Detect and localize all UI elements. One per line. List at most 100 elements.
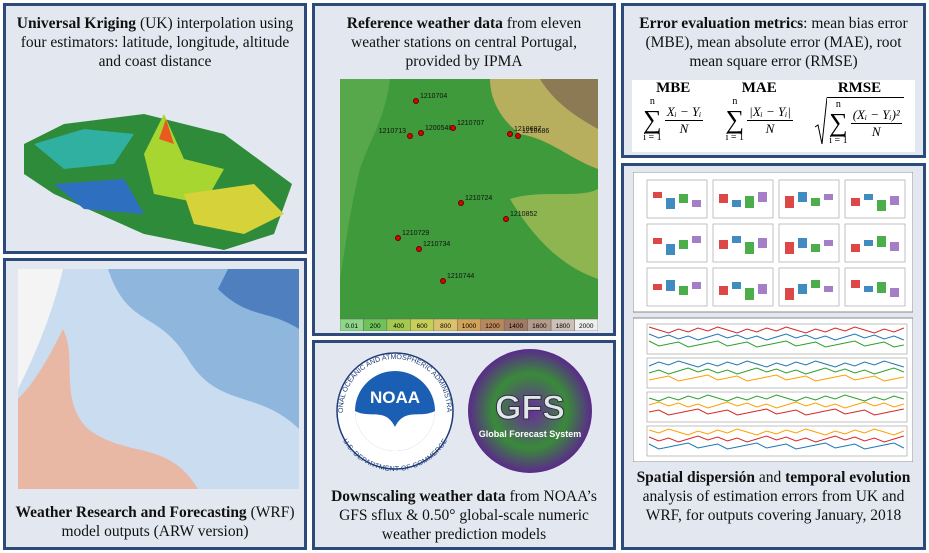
series-line bbox=[648, 435, 904, 443]
box bbox=[864, 286, 873, 292]
numerator: Xᵢ − Yᵢ bbox=[664, 103, 704, 121]
box bbox=[811, 280, 820, 288]
box bbox=[824, 240, 833, 246]
surface-top bbox=[159, 119, 174, 144]
box bbox=[679, 286, 688, 295]
caption: Universal Kriging (UK) interpolation usi… bbox=[14, 14, 296, 71]
caption-text: : mean bias error (MBE), mean absolute e… bbox=[645, 15, 908, 70]
box bbox=[877, 282, 886, 293]
surface-patch bbox=[34, 129, 134, 169]
box bbox=[798, 238, 807, 248]
root: n ∑ i = 1 (Xᵢ − Yᵢ)² N bbox=[815, 97, 904, 146]
box bbox=[798, 284, 807, 294]
sum: n ∑ i = 1 bbox=[726, 97, 745, 143]
series-line bbox=[648, 326, 904, 334]
sum-upper: n bbox=[732, 96, 738, 107]
station-dot bbox=[395, 235, 401, 241]
legend-label: 2000 bbox=[579, 323, 594, 330]
numerator: |Xᵢ − Yᵢ| bbox=[747, 103, 793, 121]
series-line bbox=[648, 394, 904, 402]
box bbox=[732, 282, 741, 289]
sum-lower: i = 1 bbox=[725, 132, 745, 143]
box bbox=[890, 242, 899, 251]
caption-bold: Reference weather data bbox=[346, 15, 503, 32]
series-line bbox=[648, 401, 904, 409]
caption-bold: Universal Kriging bbox=[16, 15, 137, 32]
station-label: 1210713 bbox=[379, 128, 406, 135]
subplot bbox=[646, 357, 908, 389]
box bbox=[851, 244, 860, 252]
box bbox=[798, 192, 807, 202]
metric: MBE n ∑ i = 1 Xᵢ − Yᵢ N bbox=[643, 80, 704, 143]
subplot bbox=[646, 179, 708, 219]
box bbox=[811, 198, 820, 206]
box bbox=[851, 280, 860, 288]
station-label: 1210704 bbox=[420, 93, 447, 100]
metric-name: RMSE bbox=[837, 80, 882, 96]
station-label: 1210744 bbox=[447, 273, 474, 280]
box bbox=[745, 242, 754, 254]
caption-text: (WRF) model outputs (ARW version) bbox=[61, 504, 295, 540]
formula: n ∑ i = 1 Xᵢ − Yᵢ N bbox=[643, 97, 704, 143]
station-dot bbox=[407, 133, 413, 139]
series-line bbox=[648, 340, 904, 348]
sum-upper: n bbox=[649, 96, 655, 107]
kriging-panel: Universal Kriging (UK) interpolation usi… bbox=[3, 3, 307, 254]
box bbox=[785, 196, 794, 208]
surface-valley bbox=[54, 179, 144, 214]
formula: n ∑ i = 1 (Xᵢ − Yᵢ)² N bbox=[815, 97, 904, 146]
caption: Weather Research and Forecasting (WRF) m… bbox=[14, 503, 296, 541]
station-label: 1210686 bbox=[522, 128, 549, 135]
box bbox=[732, 200, 741, 207]
legend-label: 800 bbox=[440, 323, 451, 330]
caption-text: from eleven weather stations on central … bbox=[351, 15, 582, 70]
gfs-globe bbox=[468, 349, 592, 473]
box bbox=[758, 192, 767, 202]
caption: Error evaluation metrics: mean bias erro… bbox=[632, 14, 915, 71]
box bbox=[666, 280, 675, 291]
map-coast bbox=[340, 79, 390, 279]
box bbox=[758, 238, 767, 248]
box bbox=[877, 236, 886, 247]
metric-name: MBE bbox=[656, 80, 691, 96]
station-label: 1210697 bbox=[514, 126, 541, 133]
box bbox=[732, 236, 741, 243]
root-body: n ∑ i = 1 (Xᵢ − Yᵢ)² N bbox=[827, 97, 904, 146]
caption-bold: Downscaling weather data bbox=[331, 488, 506, 505]
sum: n ∑ i = 1 bbox=[643, 97, 662, 143]
box bbox=[877, 200, 886, 211]
legend-swatch bbox=[574, 318, 598, 331]
box bbox=[692, 200, 701, 207]
metric: RMSE n ∑ i = 1 (Xᵢ − Yᵢ)² N bbox=[815, 80, 904, 146]
station-label: 1200548 bbox=[425, 125, 452, 132]
box bbox=[653, 192, 662, 198]
sum-upper: n bbox=[835, 99, 841, 110]
surface-ridge bbox=[184, 184, 284, 234]
box bbox=[811, 244, 820, 252]
sum-lower: i = 1 bbox=[829, 135, 848, 146]
legend-label: 200 bbox=[370, 323, 381, 330]
station-label: 1210852 bbox=[510, 211, 537, 218]
box bbox=[851, 198, 860, 206]
box bbox=[864, 194, 873, 200]
legend-label: 1600 bbox=[532, 323, 547, 330]
box bbox=[824, 286, 833, 292]
station-label: 1210724 bbox=[465, 195, 492, 202]
station-dot bbox=[450, 125, 456, 131]
box bbox=[758, 284, 767, 294]
box bbox=[890, 196, 899, 205]
metric-formulas: MBE n ∑ i = 1 Xᵢ − Yᵢ N MAE n ∑ i = 1 |Xᵢ − Yᵢ| N RM… bbox=[632, 80, 915, 152]
station-dot bbox=[416, 246, 422, 252]
station-label: 1210729 bbox=[402, 230, 429, 237]
subplot bbox=[646, 323, 908, 355]
box bbox=[666, 198, 675, 209]
metric-name: MAE bbox=[741, 80, 777, 96]
noaa-bird bbox=[355, 411, 435, 451]
map-cold bbox=[218, 269, 299, 329]
box bbox=[745, 288, 754, 300]
timeseries bbox=[646, 323, 908, 457]
sum-lower: i = 1 bbox=[643, 132, 662, 143]
caption-bold: Error evaluation metrics bbox=[639, 15, 804, 32]
series-line bbox=[648, 360, 904, 368]
station-dot bbox=[413, 98, 419, 104]
